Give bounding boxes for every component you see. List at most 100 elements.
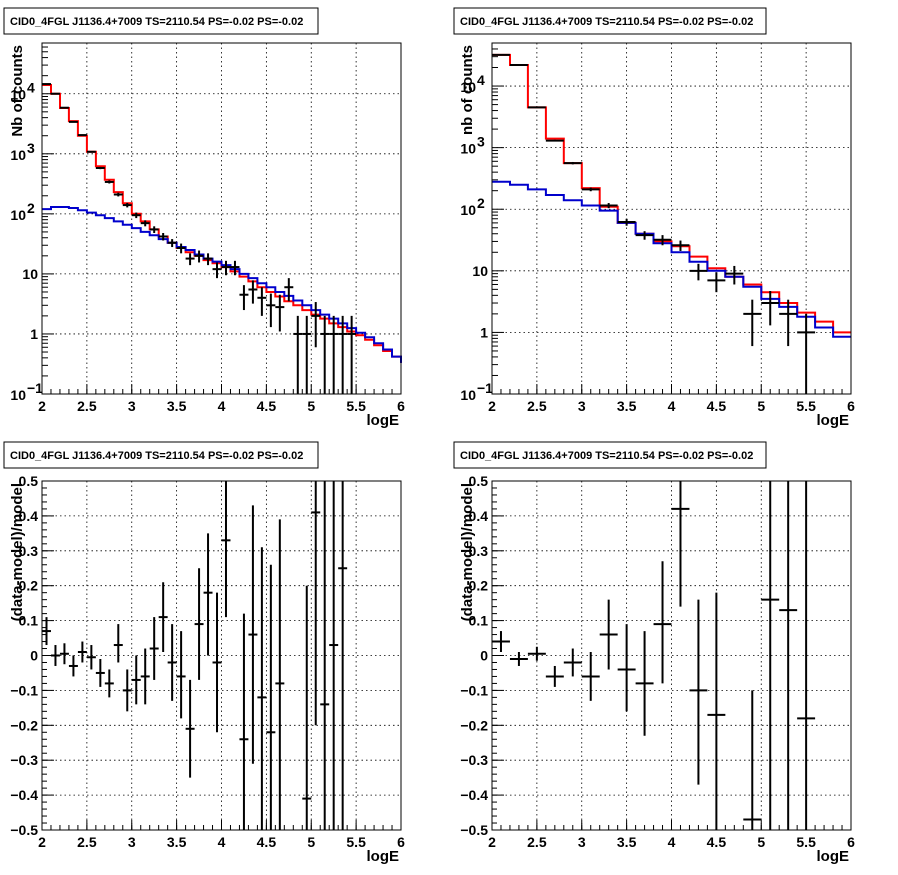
data-point [131, 212, 141, 219]
x-tick-label: 2 [488, 398, 496, 414]
data-point [725, 265, 744, 285]
data-point [302, 315, 312, 394]
x-axis: 2 2.5 3 3.5 4 4.5 5 5.5 6 [38, 820, 405, 850]
y-axis-label: Nb of counts [9, 45, 26, 137]
data-point [293, 315, 303, 394]
data-point [671, 481, 690, 607]
data-point [104, 180, 114, 184]
y-tick-label: 0.3 [19, 543, 39, 559]
data-point [149, 226, 159, 233]
data-point [176, 631, 186, 719]
x-axis: 2 2.5 3 3.5 4 4.5 5 5.5 6 [488, 384, 855, 414]
data-point [527, 646, 546, 661]
x-tick-label: 4.5 [707, 834, 727, 850]
data-point [284, 278, 294, 302]
y-tick-label: −0.5 [10, 822, 38, 838]
x-axis-label: logE [817, 412, 850, 429]
x-tick-label: 5.5 [346, 398, 366, 414]
x-tick-label: 6 [397, 398, 405, 414]
y-tick-label: 0.3 [469, 543, 489, 559]
data-points [492, 53, 816, 394]
y-tick-label: 0.5 [469, 473, 489, 489]
data-point [42, 617, 51, 646]
data-point [212, 262, 222, 279]
data-point [761, 481, 780, 830]
y-tick-label: −0.3 [460, 752, 488, 768]
data-point [743, 690, 762, 830]
data-point [743, 299, 762, 347]
x-axis-label: logE [817, 848, 850, 865]
x-tick-label: 4 [218, 834, 226, 850]
y-tick-label: 10 [460, 387, 476, 403]
data-point [779, 299, 798, 347]
x-tick-label: 4 [668, 834, 676, 850]
x-tick-label: 3.5 [167, 398, 187, 414]
grid-lines [42, 481, 401, 830]
data-point [329, 481, 339, 830]
y-tick-label: −0.4 [460, 787, 488, 803]
data-point [563, 161, 582, 165]
data-point [266, 293, 276, 328]
y-tick-label-exponent: −1 [477, 380, 493, 396]
data-point [113, 192, 123, 197]
x-tick-label: 2 [488, 834, 496, 850]
data-points [42, 481, 348, 830]
y-tick-label: 10 [10, 387, 26, 403]
y-axis-label: nb of counts [459, 45, 476, 135]
x-tick-label: 2.5 [527, 398, 547, 414]
x-tick-label: 5.5 [796, 834, 816, 850]
data-point [599, 599, 618, 670]
panel-title-box [453, 441, 767, 469]
panel-title: CID0_4FGL J1136.4+7009 TS=2110.54 PS=-0.… [460, 16, 753, 28]
chart-panel-3: CID0_4FGL J1136.4+7009 TS=2110.54 PS=-0.… [3, 441, 405, 865]
data-point [239, 285, 249, 311]
panel-title-box [3, 441, 319, 469]
data-point [581, 187, 600, 192]
y-tick-label: 10 [460, 79, 476, 95]
y-tick-label: −0.4 [10, 787, 38, 803]
data-point [131, 655, 141, 705]
data-point [599, 203, 618, 209]
y-tick-label: 1 [480, 324, 488, 340]
y-tick-label: 10 [460, 141, 476, 157]
data-points [492, 481, 816, 830]
x-tick-label: 4.5 [257, 398, 277, 414]
data-point [86, 150, 96, 153]
data-point [221, 260, 231, 276]
data-point [59, 643, 69, 665]
data-point [194, 250, 204, 263]
data-point [185, 253, 195, 266]
x-tick-label: 3 [578, 834, 586, 850]
x-tick-label: 4.5 [257, 834, 277, 850]
data-point [311, 481, 321, 726]
data-point [203, 533, 213, 656]
data-point [230, 260, 240, 276]
data-point [689, 263, 708, 281]
y-tick-label-exponent: 2 [27, 200, 35, 216]
y-tick-label-exponent: −1 [27, 380, 43, 396]
data-point [77, 641, 87, 663]
panel-title-box [453, 7, 767, 35]
data-point [275, 519, 285, 830]
x-tick-label: 2.5 [77, 398, 97, 414]
data-point [248, 505, 258, 764]
data-point [185, 679, 195, 778]
x-tick-label: 4 [218, 398, 226, 414]
data-point [707, 272, 726, 293]
y-axis-label: (data-model)/model [9, 483, 26, 621]
data-point [509, 63, 528, 66]
y-tick-label: −0.2 [10, 717, 38, 733]
data-point [158, 582, 168, 653]
data-point [239, 613, 249, 830]
data-point [140, 648, 150, 705]
data-point [212, 592, 222, 733]
y-tick-label: 10 [10, 207, 26, 223]
data-point [176, 243, 186, 254]
x-tick-label: 2.5 [527, 834, 547, 850]
y-tick-label: 0.5 [19, 473, 39, 489]
x-tick-label: 6 [847, 398, 855, 414]
y-tick-label: 10 [10, 87, 26, 103]
y-tick-label: −0.1 [460, 682, 488, 698]
